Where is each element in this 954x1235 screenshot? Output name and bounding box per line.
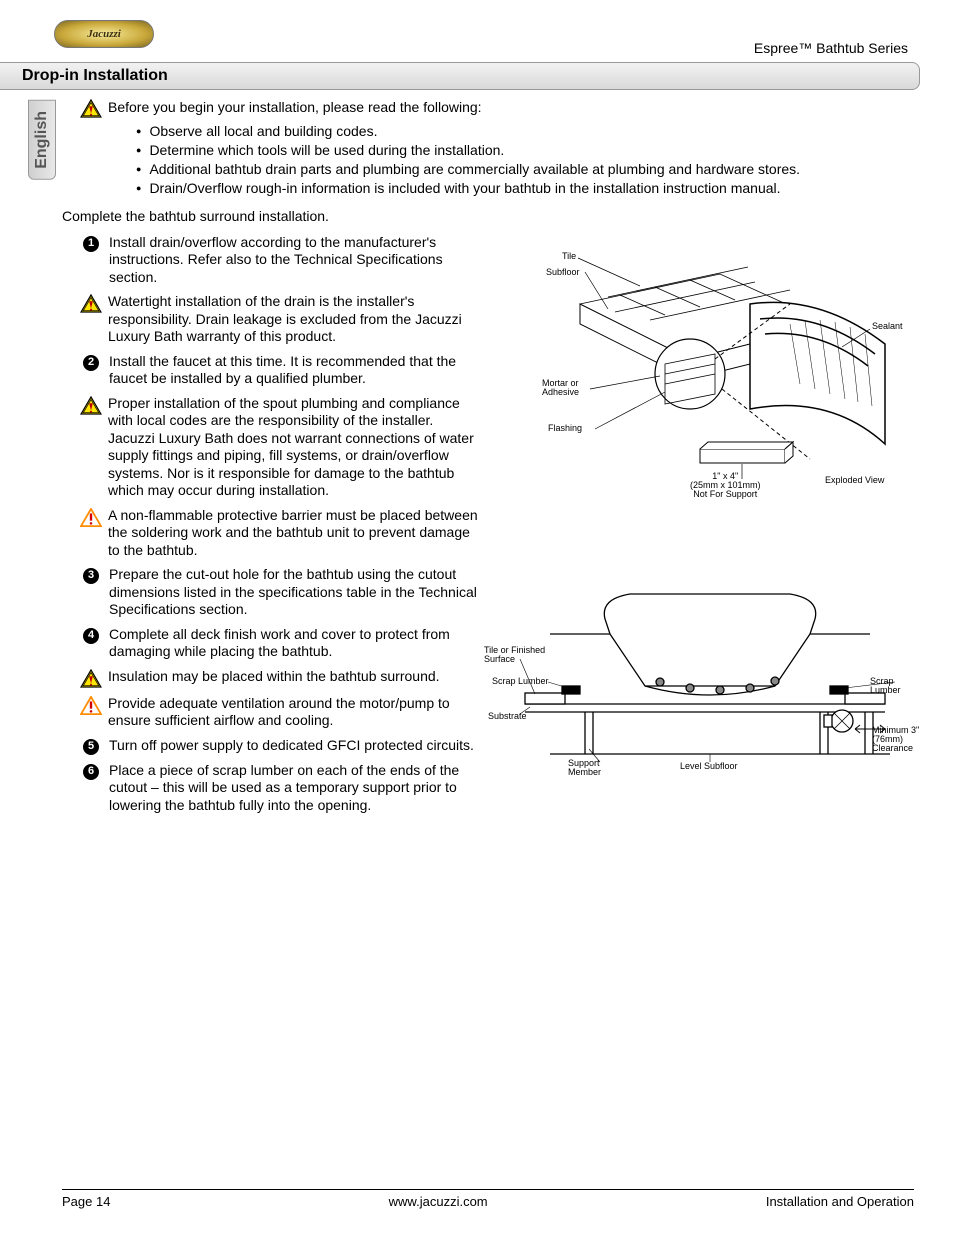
diagrams-column: Tile Subfloor Sealant Mortar or Adhesive… bbox=[480, 234, 920, 824]
series-name: Espree™ Bathtub Series bbox=[754, 40, 908, 56]
warning-icon bbox=[80, 508, 102, 527]
step-row: 6 Place a piece of scrap lumber on each o… bbox=[80, 762, 480, 815]
caution-icon bbox=[80, 396, 102, 415]
bullet-item: Determine which tools will be used durin… bbox=[136, 141, 920, 160]
label-exploded: Exploded View bbox=[825, 476, 884, 485]
label-scrap-lumber-left: Scrap Lumber bbox=[492, 677, 549, 686]
note-text: Provide adequate ventilation around the … bbox=[108, 695, 480, 730]
intro-text: Before you begin your installation, plea… bbox=[108, 98, 482, 117]
label-tile-surface: Tile or Finished Surface bbox=[484, 646, 545, 665]
complete-line: Complete the bathtub surround installati… bbox=[62, 208, 920, 224]
label-tile: Tile bbox=[562, 252, 576, 261]
label-sealant: Sealant bbox=[872, 322, 903, 331]
diagram-cross-section: Tile or Finished Surface Scrap Lumber Sc… bbox=[490, 574, 920, 794]
label-clearance: Minimum 3" (76mm) Clearance bbox=[872, 726, 919, 754]
note-text: A non-flammable protective barrier must … bbox=[108, 507, 480, 560]
footer-url: www.jacuzzi.com bbox=[389, 1194, 488, 1209]
label-support: Support Member bbox=[568, 759, 601, 778]
label-subfloor: Subfloor bbox=[546, 268, 580, 277]
step-text: Complete all deck finish work and cover … bbox=[109, 626, 480, 661]
step-row: 3 Prepare the cut-out hole for the bathtu… bbox=[80, 566, 480, 619]
step-row: 1 Install drain/overflow according to the… bbox=[80, 234, 480, 287]
intro-bullets: Observe all local and building codes. De… bbox=[136, 122, 920, 198]
steps-column: 1 Install drain/overflow according to the… bbox=[80, 234, 480, 824]
step-text: Install drain/overflow according to the … bbox=[109, 234, 480, 287]
label-scrap-lumber-right: Scrap Lumber bbox=[870, 677, 920, 696]
language-tab: English bbox=[28, 100, 56, 180]
caution-icon bbox=[80, 99, 102, 118]
bullet-item: Observe all local and building codes. bbox=[136, 122, 920, 141]
note-text: Insulation may be placed within the bath… bbox=[108, 668, 480, 686]
diagram-exploded-view: Tile Subfloor Sealant Mortar or Adhesive… bbox=[490, 234, 920, 514]
step-number-badge: 4 bbox=[83, 628, 99, 644]
footer-doc-title: Installation and Operation bbox=[766, 1194, 914, 1209]
step-number-badge: 2 bbox=[83, 355, 99, 371]
caution-icon bbox=[80, 669, 102, 688]
label-lumber: 1" x 4" (25mm x 101mm) Not For Support bbox=[690, 472, 761, 500]
note-text: Proper installation of the spout plumbin… bbox=[108, 395, 480, 500]
note-row: A non-flammable protective barrier must … bbox=[80, 507, 480, 560]
step-number-badge: 5 bbox=[83, 739, 99, 755]
note-row: Watertight installation of the drain is … bbox=[80, 293, 480, 346]
step-number-badge: 6 bbox=[83, 764, 99, 780]
bullet-item: Drain/Overflow rough-in information is i… bbox=[136, 179, 920, 198]
warning-icon bbox=[80, 696, 102, 715]
step-text: Prepare the cut-out hole for the bathtub… bbox=[109, 566, 480, 619]
section-title: Drop-in Installation bbox=[0, 62, 920, 90]
footer: Page 14 www.jacuzzi.com Installation and… bbox=[62, 1189, 914, 1209]
step-number-badge: 3 bbox=[83, 568, 99, 584]
step-text: Install the faucet at this time. It is r… bbox=[109, 353, 480, 388]
step-text: Turn off power supply to dedicated GFCI … bbox=[109, 737, 480, 755]
footer-page: Page 14 bbox=[62, 1194, 110, 1209]
intro-row: Before you begin your installation, plea… bbox=[80, 98, 920, 118]
label-flashing: Flashing bbox=[548, 424, 582, 433]
label-substrate: Substrate bbox=[488, 712, 527, 721]
caution-icon bbox=[80, 294, 102, 313]
step-row: 2 Install the faucet at this time. It is … bbox=[80, 353, 480, 388]
brand-logo: Jacuzzi bbox=[54, 20, 154, 48]
label-level: Level Subfloor bbox=[680, 762, 738, 771]
note-text: Watertight installation of the drain is … bbox=[108, 293, 480, 346]
step-row: 5 Turn off power supply to dedicated GFCI… bbox=[80, 737, 480, 755]
note-row: Proper installation of the spout plumbin… bbox=[80, 395, 480, 500]
note-row: Insulation may be placed within the bath… bbox=[80, 668, 480, 688]
label-mortar: Mortar or Adhesive bbox=[542, 379, 579, 398]
step-number-badge: 1 bbox=[83, 236, 99, 252]
note-row: Provide adequate ventilation around the … bbox=[80, 695, 480, 730]
main-content: Before you begin your installation, plea… bbox=[80, 98, 920, 824]
bullet-item: Additional bathtub drain parts and plumb… bbox=[136, 160, 920, 179]
step-text: Place a piece of scrap lumber on each of… bbox=[109, 762, 480, 815]
step-row: 4 Complete all deck finish work and cover… bbox=[80, 626, 480, 661]
